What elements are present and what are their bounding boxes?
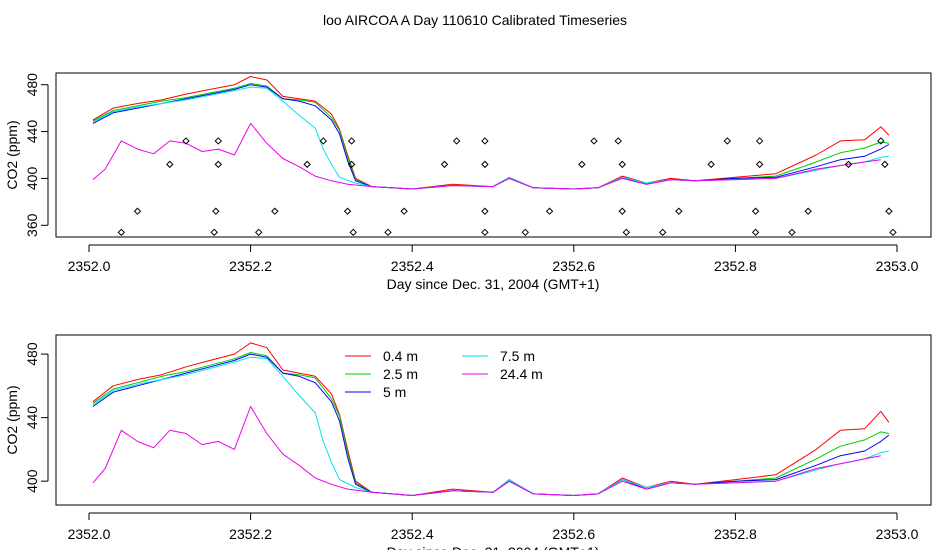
bottom-panel: 2352.0 2352.2 2352.4 2352.6 2352.8 2353.0 Day …	[4, 334, 932, 550]
scatter-point	[212, 207, 220, 215]
scatter-point	[481, 207, 489, 215]
scatter-point	[590, 137, 598, 145]
scatter-point	[214, 160, 222, 169]
scatter-point	[440, 160, 449, 169]
scatter-point	[319, 137, 328, 145]
scatter-point	[481, 160, 489, 169]
scatter-point	[618, 160, 626, 169]
top-panel: 2352.0 2352.2 2352.4 2352.6 2352.8 2353.0 Day …	[4, 72, 932, 292]
scatter-point	[271, 207, 279, 215]
scatter-point	[182, 137, 190, 145]
scatter-point	[877, 137, 885, 145]
x-axis-label: Day since Dec. 31, 2004 (GMT+1)	[387, 544, 600, 550]
scatter-point	[214, 137, 222, 145]
series-line-2-5-m	[92, 83, 889, 190]
scatter-point	[614, 137, 622, 145]
x-tick-label: 2352.0	[68, 258, 111, 274]
scatter-point	[303, 160, 311, 169]
y-axis-label: CO2 (ppm)	[4, 120, 20, 189]
x-tick-label: 2352.4	[391, 526, 434, 542]
legend: 0.4 m 2.5 m 5 m 7.5 m 24.4 m	[345, 348, 543, 400]
scatter-point	[881, 160, 889, 169]
y-axis-label: CO2 (ppm)	[4, 385, 20, 454]
x-tick-label: 2352.8	[714, 258, 757, 274]
scatter-point	[254, 228, 263, 236]
x-axis-label: Day since Dec. 31, 2004 (GMT+1)	[387, 276, 600, 292]
scatter-point	[452, 137, 461, 145]
series-group	[92, 76, 897, 236]
scatter-point	[622, 228, 631, 236]
legend-label: 7.5 m	[500, 348, 535, 364]
y-tick-label: 360	[24, 213, 40, 237]
scatter-point	[788, 228, 796, 236]
scatter-point	[347, 137, 356, 145]
legend-label: 24.4 m	[500, 366, 543, 382]
scatter-point	[578, 160, 586, 169]
series-line-5-m	[92, 84, 890, 190]
scatter-point	[723, 137, 732, 145]
scatter-point	[545, 207, 554, 215]
scatter-point	[400, 207, 408, 215]
y-tick-label: 440	[24, 120, 40, 144]
scatter-point	[755, 160, 764, 169]
y-tick-label: 400	[24, 469, 40, 493]
scatter-point	[751, 207, 760, 215]
y-tick-label: 440	[24, 406, 40, 430]
x-tick-label: 2352.4	[391, 258, 434, 274]
scatter-point	[210, 228, 218, 236]
y-tick-label: 480	[24, 342, 40, 366]
scatter-point	[521, 228, 530, 236]
figure-title: loo AIRCOA A Day 110610 Calibrated Times…	[323, 12, 627, 28]
scatter-point	[347, 160, 356, 169]
scatter-point	[349, 228, 357, 236]
scatter-point	[384, 228, 392, 236]
plot-frame	[55, 72, 932, 238]
scatter-point	[481, 137, 489, 145]
series-line-24-4-m	[92, 406, 881, 496]
x-tick-label: 2352.0	[68, 526, 111, 542]
scatter-point	[166, 160, 174, 169]
x-tick-label: 2352.8	[714, 526, 757, 542]
x-tick-label: 2353.0	[876, 258, 919, 274]
series-line-5-m	[92, 353, 890, 496]
x-tick-label: 2352.2	[229, 526, 272, 542]
series-line-7-5-m	[92, 86, 889, 190]
series-line-2-5-m	[92, 352, 889, 496]
scatter-point	[844, 160, 853, 169]
scatter-point	[343, 207, 352, 215]
y-tick-label: 480	[24, 73, 40, 97]
scatter-point	[889, 228, 897, 236]
scatter-point	[885, 207, 893, 215]
plot-frame	[55, 334, 932, 506]
x-tick-label: 2352.6	[552, 526, 595, 542]
scatter-point	[804, 207, 812, 215]
x-tick-label: 2352.6	[552, 258, 595, 274]
series-line-24-4-m	[92, 122, 881, 190]
scatter-point	[751, 228, 760, 236]
x-tick-label: 2353.0	[876, 526, 919, 542]
scatter-point	[658, 228, 667, 236]
scatter-point	[675, 207, 683, 215]
y-tick-label: 400	[24, 167, 40, 191]
x-tick-label: 2352.2	[229, 258, 272, 274]
scatter-point	[117, 228, 126, 236]
scatter-point	[133, 207, 142, 215]
legend-label: 0.4 m	[383, 348, 418, 364]
scatter-point	[481, 228, 489, 236]
scatter-point	[618, 207, 626, 215]
scatter-point	[707, 160, 715, 169]
legend-label: 5 m	[383, 384, 406, 400]
scatter-point	[755, 137, 764, 145]
series-group	[92, 342, 890, 496]
legend-label: 2.5 m	[383, 366, 418, 382]
series-line-7-5-m	[92, 356, 889, 496]
